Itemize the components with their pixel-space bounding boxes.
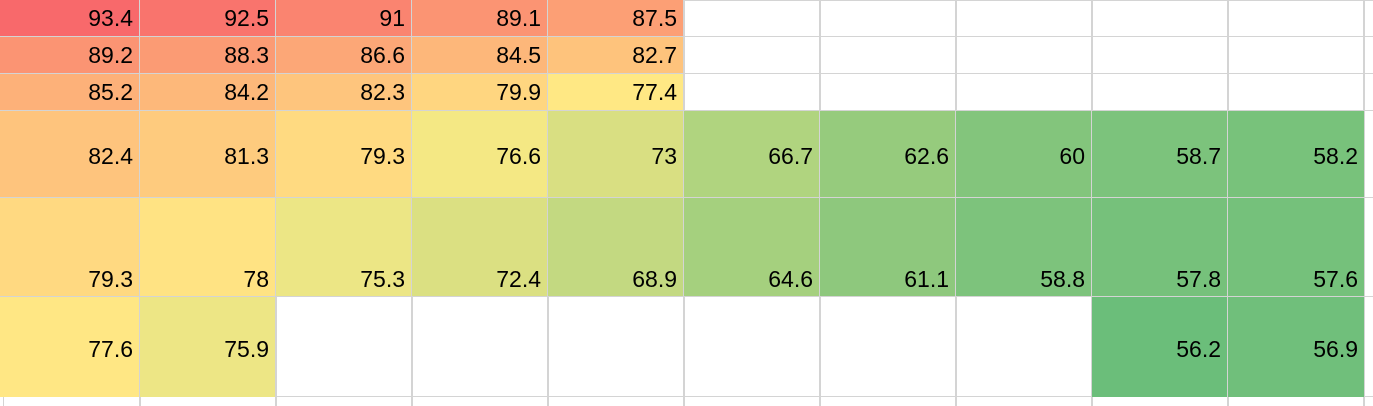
table-row: 89.2 88.3 86.6 84.5 82.7 (0, 37, 1373, 73)
table-cell[interactable]: 77.6 (0, 297, 139, 397)
table-row: 82.4 81.3 79.3 76.6 73 66.7 62.6 60 58.7 58.2 (0, 111, 1373, 197)
table-cell[interactable]: 89.1 (412, 0, 547, 36)
gridline (0, 110, 1373, 111)
table-cell[interactable] (684, 37, 819, 73)
table-cell[interactable]: 85.2 (0, 74, 139, 110)
table-cell[interactable]: 78 (140, 198, 275, 296)
table-cell[interactable] (956, 0, 1091, 36)
table-cell[interactable] (684, 297, 819, 397)
table-cell[interactable]: 62.6 (820, 111, 955, 197)
gridline (0, 73, 1373, 74)
table-cell[interactable]: 57.6 (1228, 198, 1364, 296)
table-cell[interactable] (820, 37, 955, 73)
gridline (1364, 0, 1365, 406)
table-cell[interactable] (684, 0, 819, 36)
table-cell[interactable] (276, 297, 411, 397)
table-cell[interactable] (1228, 74, 1364, 110)
table-cell[interactable]: 57.8 (1092, 198, 1227, 296)
table-cell[interactable]: 84.5 (412, 37, 547, 73)
table-cell[interactable]: 91 (276, 0, 411, 36)
table-cell[interactable] (684, 74, 819, 110)
table-cell[interactable]: 86.6 (276, 37, 411, 73)
table-cell[interactable]: 76.6 (412, 111, 547, 197)
table-cell[interactable]: 88.3 (140, 37, 275, 73)
table-cell[interactable]: 73 (548, 111, 683, 197)
table-row: 85.2 84.2 82.3 79.9 77.4 (0, 74, 1373, 110)
table-row: 93.4 92.5 91 89.1 87.5 (0, 0, 1373, 36)
table-row: 79.3 78 75.3 72.4 68.9 64.6 61.1 58.8 57.8 57.6 (0, 198, 1373, 296)
table-cell[interactable] (956, 297, 1091, 397)
gridline (0, 296, 1373, 297)
table-cell[interactable]: 92.5 (140, 0, 275, 36)
table-cell[interactable] (412, 297, 547, 397)
table-cell[interactable] (1092, 0, 1227, 36)
table-cell[interactable]: 89.2 (0, 37, 139, 73)
table-cell[interactable] (1228, 0, 1364, 36)
gridline (0, 396, 1373, 397)
table-cell[interactable] (820, 0, 955, 36)
table-cell[interactable] (956, 37, 1091, 73)
table-cell[interactable]: 93.4 (0, 0, 139, 36)
table-cell[interactable]: 77.4 (548, 74, 683, 110)
table-cell[interactable]: 79.3 (276, 111, 411, 197)
table-cell[interactable] (1228, 37, 1364, 73)
table-cell[interactable]: 81.3 (140, 111, 275, 197)
table-cell[interactable]: 72.4 (412, 198, 547, 296)
table-cell[interactable]: 58.8 (956, 198, 1091, 296)
table-cell[interactable]: 64.6 (684, 198, 819, 296)
table-row: 77.6 75.9 56.2 56.9 (0, 297, 1373, 397)
table-cell[interactable]: 82.7 (548, 37, 683, 73)
table-cell[interactable]: 87.5 (548, 0, 683, 36)
table-cell[interactable]: 56.9 (1228, 297, 1364, 397)
gridline (0, 197, 1373, 198)
table-cell[interactable] (820, 74, 955, 110)
table-cell[interactable]: 56.2 (1092, 297, 1227, 397)
table-cell[interactable]: 60 (956, 111, 1091, 197)
table-cell[interactable] (1092, 37, 1227, 73)
table-cell[interactable]: 82.3 (276, 74, 411, 110)
table-cell[interactable] (548, 297, 683, 397)
table-cell[interactable] (956, 74, 1091, 110)
table-cell[interactable]: 68.9 (548, 198, 683, 296)
gridline (0, 36, 1373, 37)
table-cell[interactable]: 61.1 (820, 198, 955, 296)
table-cell[interactable] (1092, 74, 1227, 110)
table-cell[interactable]: 84.2 (140, 74, 275, 110)
table-cell[interactable]: 79.9 (412, 74, 547, 110)
table-cell[interactable]: 79.3 (0, 198, 139, 296)
table-cell[interactable]: 66.7 (684, 111, 819, 197)
table-cell[interactable]: 58.7 (1092, 111, 1227, 197)
table-cell[interactable]: 75.9 (140, 297, 275, 397)
table-cell[interactable]: 75.3 (276, 198, 411, 296)
table-cell[interactable]: 58.2 (1228, 111, 1364, 197)
table-cell[interactable]: 82.4 (0, 111, 139, 197)
table-cell[interactable] (820, 297, 955, 397)
